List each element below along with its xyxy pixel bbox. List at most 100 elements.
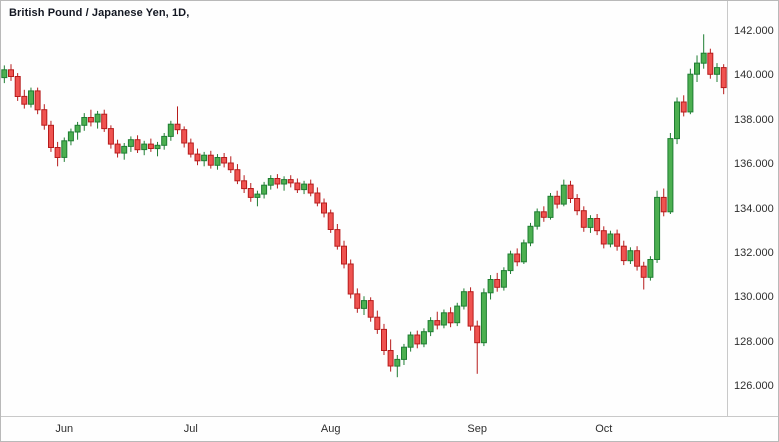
candle-body — [560, 184, 567, 205]
time-tick-label: Aug — [320, 423, 341, 435]
candle-body — [634, 250, 641, 267]
candle-body — [414, 334, 421, 345]
candle-body — [234, 169, 241, 182]
time-tick-label: Jun — [55, 423, 74, 435]
candle-body — [14, 76, 21, 97]
candle-body — [61, 140, 68, 158]
candle-body — [594, 218, 601, 232]
candle-body — [294, 182, 301, 191]
candle-body — [687, 73, 694, 113]
candle-body — [420, 331, 427, 345]
candle-body — [34, 90, 41, 111]
candle-body — [674, 101, 680, 140]
candle-body — [221, 157, 228, 164]
candle-body — [707, 52, 714, 75]
candle-body — [48, 124, 54, 149]
price-tick-label: 136.000 — [734, 158, 774, 171]
candlestick-plot[interactable] — [1, 1, 727, 416]
candle-body — [94, 113, 101, 123]
candle-body — [267, 178, 274, 186]
price-tick-label: 128.000 — [734, 335, 774, 348]
candle-body — [101, 113, 108, 130]
candle-body — [281, 179, 288, 185]
candle-body — [261, 184, 268, 195]
candle-body — [534, 211, 541, 227]
candle-body — [161, 135, 168, 146]
candle-body — [614, 233, 621, 247]
time-axis[interactable]: Jun Jul Aug Sep Oct — [1, 416, 778, 441]
candle-body — [8, 69, 14, 78]
chart-plot-area[interactable] — [1, 1, 727, 416]
candle-body — [327, 212, 334, 230]
candle-body — [201, 154, 208, 162]
candle-body — [301, 183, 308, 191]
candle-body — [1, 69, 8, 79]
candle-body — [680, 101, 687, 113]
candle-body — [434, 320, 441, 326]
candle-body — [67, 131, 74, 142]
candle-body — [660, 196, 667, 213]
candle-body — [214, 157, 221, 166]
candle-body — [361, 300, 367, 309]
candle-body — [121, 145, 128, 154]
candle-body — [287, 179, 294, 184]
symbol-legend[interactable]: British Pound / Japanese Yen, 1D, — [9, 7, 190, 19]
candle-body — [587, 218, 594, 228]
candle-body — [187, 142, 194, 155]
price-tick-label: 130.000 — [734, 291, 774, 304]
candle-body — [114, 143, 121, 154]
candle-body — [134, 139, 141, 151]
candle-body — [334, 229, 341, 247]
time-tick-label: Jul — [183, 423, 198, 435]
candle-body — [527, 225, 534, 244]
candle-body — [321, 202, 327, 214]
candle-body — [454, 305, 461, 324]
time-tick-label: Oct — [595, 423, 613, 435]
price-tick-label: 142.000 — [734, 25, 774, 37]
candle-body — [460, 291, 467, 307]
candle-body — [514, 253, 521, 263]
candle-body — [554, 195, 561, 205]
candle-body — [74, 124, 81, 133]
candle-body — [480, 292, 487, 344]
candle-body — [254, 193, 261, 198]
price-tick-label: 140.000 — [734, 69, 774, 82]
candle-body — [194, 153, 201, 162]
candle-body — [567, 184, 574, 199]
candle-body — [520, 242, 527, 263]
candle-body — [207, 154, 214, 166]
candle-body — [307, 183, 314, 194]
candle-body — [447, 312, 454, 324]
candle-body — [274, 178, 281, 185]
candle-body — [54, 147, 61, 158]
price-tick-label: 132.000 — [734, 246, 774, 259]
candle-body — [600, 230, 607, 245]
candle-body — [354, 293, 361, 309]
candle-body — [494, 279, 501, 288]
candle-body — [407, 334, 414, 348]
candle-body — [314, 192, 321, 204]
candle-body — [107, 128, 114, 145]
candle-body — [381, 328, 387, 351]
candle-body — [694, 62, 700, 75]
price-axis[interactable]: 142.000 140.000 138.000 136.000 134.000 132.0… — [727, 1, 778, 441]
candle-body — [154, 144, 161, 150]
candle-body — [640, 265, 647, 278]
candle-body — [401, 346, 407, 360]
candle-body — [574, 198, 581, 212]
time-tick-label: Sep — [467, 423, 487, 435]
candle-body — [247, 188, 254, 198]
candle-body — [440, 312, 447, 326]
candle-body — [654, 196, 661, 260]
candle-body — [174, 123, 181, 131]
candle-body — [500, 270, 507, 288]
candle-body — [167, 123, 174, 137]
candle-body — [341, 245, 347, 265]
candle-body — [87, 117, 94, 123]
price-tick-label: 126.000 — [734, 380, 774, 392]
candle-body — [21, 95, 28, 105]
candle-body — [367, 300, 374, 318]
candle-body — [714, 67, 720, 75]
candle-body — [427, 320, 434, 333]
